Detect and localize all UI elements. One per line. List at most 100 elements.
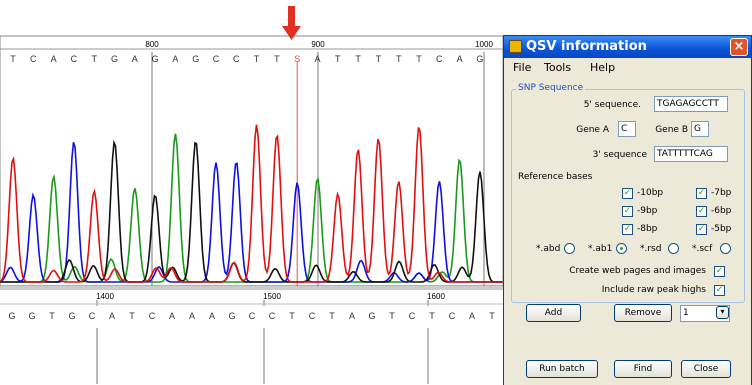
label: Gene B (655, 125, 688, 135)
ruler-label: 800 (145, 40, 159, 49)
base-call: S (294, 54, 300, 64)
checkbox[interactable]: ✓ (714, 266, 725, 277)
base-call: G (152, 54, 159, 64)
menu-item[interactable]: Tools (544, 61, 571, 74)
checkbox[interactable]: ✓ (622, 188, 633, 199)
base-call: A (457, 54, 463, 64)
base-call: T (376, 54, 382, 64)
base-call: C (30, 54, 37, 64)
label: 3' sequence (593, 150, 647, 160)
base-call: A (109, 311, 115, 321)
base-call: T (10, 54, 16, 64)
base-call: G (68, 311, 75, 321)
radio-label: *.rsd (640, 244, 661, 254)
radio[interactable] (668, 243, 679, 254)
checkbox-label: -8bp (637, 224, 657, 234)
label: Gene A (576, 125, 609, 135)
base-call: A (132, 54, 138, 64)
base-call: C (269, 311, 276, 321)
label: Include raw peak highs (602, 285, 706, 295)
text-field[interactable]: C (618, 121, 636, 137)
menu-item[interactable]: File (513, 61, 531, 74)
ruler-label: 1000 (475, 40, 493, 49)
base-call: T (329, 311, 335, 321)
checkbox[interactable]: ✓ (696, 224, 707, 235)
text-field[interactable]: TGAGAGCCTT (654, 96, 728, 112)
checkbox[interactable]: ✓ (714, 285, 725, 296)
base-call: T (355, 54, 361, 64)
close-x[interactable]: × (730, 38, 748, 56)
checkbox-label: -7bp (711, 188, 731, 198)
radio-label: *.abd (536, 244, 560, 254)
checkbox[interactable]: ✓ (696, 206, 707, 217)
base-call: C (436, 54, 443, 64)
qsv-dialog: QSV information × File Tools Help SNP Se… (503, 35, 752, 385)
base-call: C (213, 54, 220, 64)
base-call: C (409, 311, 416, 321)
checkbox-label: -9bp (637, 206, 657, 216)
base-call: T (254, 54, 260, 64)
checkbox[interactable]: ✓ (696, 188, 707, 199)
base-call: T (289, 311, 295, 321)
button[interactable]: Find (614, 360, 672, 378)
checkbox[interactable]: ✓ (622, 206, 633, 217)
base-call: G (476, 54, 483, 64)
base-call: C (149, 311, 156, 321)
base-call: G (228, 311, 235, 321)
checkbox-label: -6bp (711, 206, 731, 216)
base-call: T (49, 311, 55, 321)
bottom-divider (0, 286, 503, 290)
base-call: T (389, 311, 395, 321)
base-call: T (416, 54, 422, 64)
base-call: C (71, 54, 78, 64)
dialog-title: QSV information (526, 39, 647, 54)
app-icon (509, 40, 522, 53)
base-call: A (51, 54, 57, 64)
base-call: C (233, 54, 240, 64)
radio-label: *.ab1 (588, 244, 612, 254)
screen: 8009001000140015001600TCACTGAGAGCCTTSATT… (0, 0, 752, 384)
base-call: A (314, 54, 320, 64)
base-call: C (449, 311, 456, 321)
ruler-label: 1600 (427, 292, 445, 301)
base-call: A (169, 311, 175, 321)
ruler-label: 900 (311, 40, 325, 49)
base-call: G (192, 54, 199, 64)
text-field[interactable]: TATTTTTCAG (654, 146, 728, 162)
base-call: T (429, 311, 435, 321)
button[interactable]: Run batch (526, 360, 598, 378)
menu-item[interactable]: Help (590, 61, 615, 74)
label: 5' sequence. (584, 100, 641, 110)
radio[interactable] (616, 243, 627, 254)
checkbox-label: -10bp (637, 188, 663, 198)
base-call: G (368, 311, 375, 321)
dropdown-arrow[interactable]: ▾ (716, 306, 729, 319)
base-call: G (111, 54, 118, 64)
label: Create web pages and images (569, 266, 706, 276)
base-call: A (189, 311, 195, 321)
radio-label: *.scf (692, 244, 712, 254)
group-label: SNP Sequence (516, 83, 585, 93)
base-call: T (489, 311, 495, 321)
base-call: T (396, 54, 402, 64)
ruler-label: 1500 (263, 292, 281, 301)
button[interactable]: Remove (614, 304, 672, 322)
base-call: A (469, 311, 475, 321)
text-field[interactable]: G (691, 121, 709, 137)
radio[interactable] (720, 243, 731, 254)
button[interactable]: Add (526, 304, 581, 322)
checkbox-label: -5bp (711, 224, 731, 234)
base-call: T (335, 54, 341, 64)
checkbox[interactable]: ✓ (622, 224, 633, 235)
base-call: G (8, 311, 15, 321)
base-call: G (28, 311, 35, 321)
base-call: T (274, 54, 280, 64)
base-call: T (91, 54, 97, 64)
base-call: C (309, 311, 316, 321)
base-call: C (249, 311, 256, 321)
label: Reference bases (518, 172, 592, 182)
base-call: T (129, 311, 135, 321)
base-call: C (89, 311, 96, 321)
radio[interactable] (564, 243, 575, 254)
button[interactable]: Close (681, 360, 731, 378)
